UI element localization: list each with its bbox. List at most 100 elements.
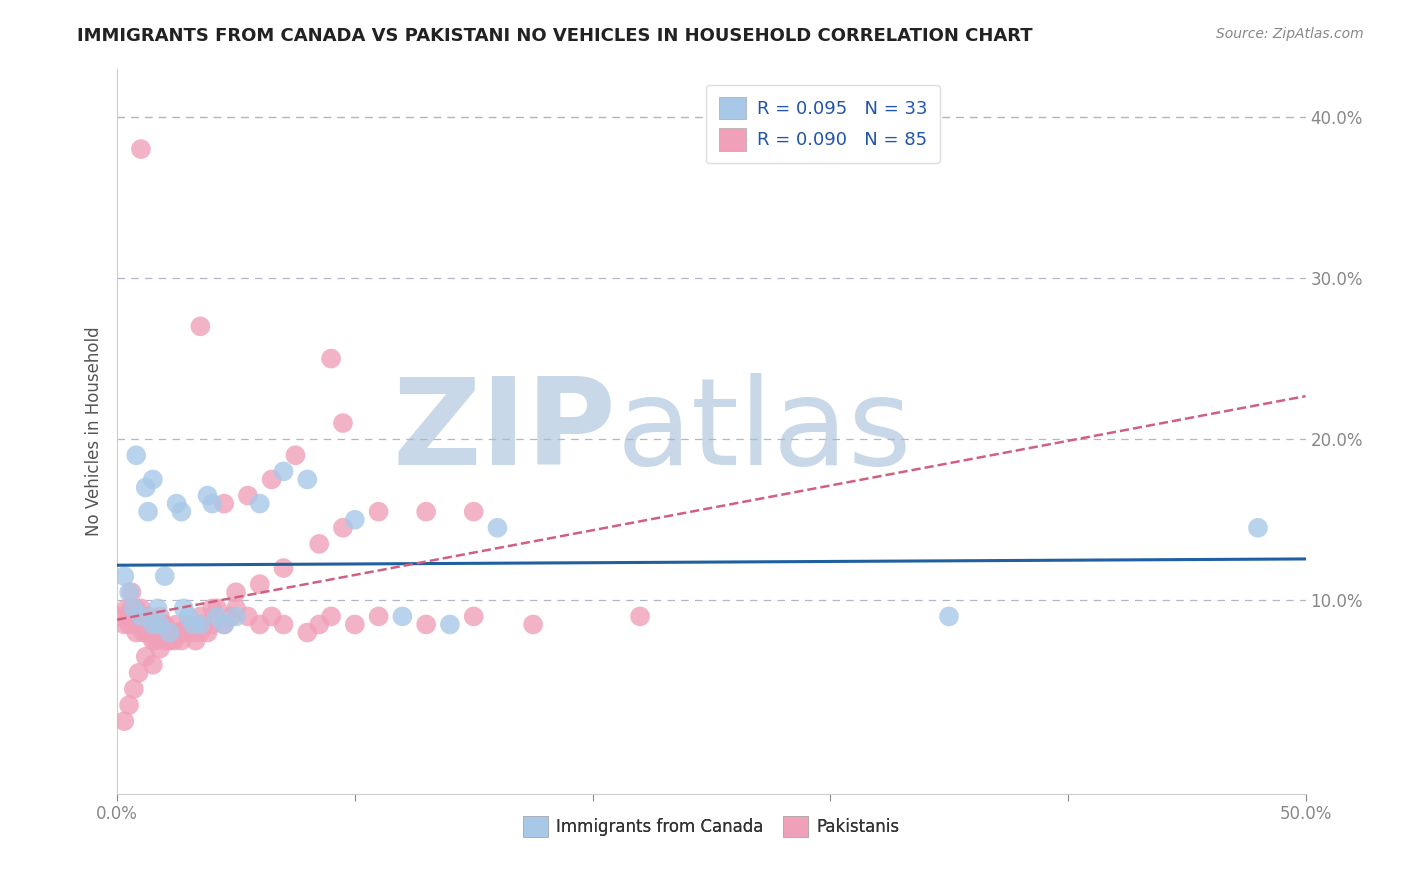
Point <box>166 617 188 632</box>
Point <box>120 601 142 615</box>
Point <box>212 617 235 632</box>
Point <box>236 489 259 503</box>
Point <box>190 617 212 632</box>
Point <box>415 505 437 519</box>
Point <box>129 609 152 624</box>
Point <box>190 319 212 334</box>
Point <box>120 585 142 599</box>
Point <box>167 625 190 640</box>
Point <box>112 714 135 728</box>
Point <box>135 649 157 664</box>
Point <box>225 601 247 615</box>
Point <box>159 633 181 648</box>
Point <box>142 472 165 486</box>
Point <box>160 625 183 640</box>
Point <box>128 665 150 680</box>
Point <box>415 617 437 632</box>
Point <box>463 505 485 519</box>
Point <box>111 609 134 624</box>
Point <box>332 416 354 430</box>
Point <box>225 585 247 599</box>
Point <box>184 633 207 648</box>
Point <box>132 609 155 624</box>
Point <box>236 609 259 624</box>
Point <box>284 448 307 462</box>
Point <box>522 617 544 632</box>
Point <box>249 497 271 511</box>
Point <box>170 633 193 648</box>
Point <box>260 472 283 486</box>
Point <box>273 464 295 478</box>
Point <box>128 609 150 624</box>
Point <box>153 633 176 648</box>
Y-axis label: No Vehicles in Household: No Vehicles in Household <box>86 326 103 536</box>
Point <box>191 617 214 632</box>
Point <box>486 521 509 535</box>
Point <box>212 617 235 632</box>
Point <box>159 625 181 640</box>
Point <box>319 609 342 624</box>
Point <box>153 617 176 632</box>
Point <box>343 617 366 632</box>
Point <box>367 609 389 624</box>
Point <box>297 472 319 486</box>
Point <box>136 609 159 624</box>
Point <box>201 497 224 511</box>
Point <box>166 625 188 640</box>
Point <box>115 601 138 615</box>
Text: IMMIGRANTS FROM CANADA VS PAKISTANI NO VEHICLES IN HOUSEHOLD CORRELATION CHART: IMMIGRANTS FROM CANADA VS PAKISTANI NO V… <box>77 27 1033 45</box>
Point <box>129 617 152 632</box>
Point <box>149 609 172 624</box>
Point <box>135 625 157 640</box>
Point <box>938 609 960 624</box>
Point <box>201 617 224 632</box>
Point <box>197 625 219 640</box>
Point <box>139 625 162 640</box>
Point <box>146 601 169 615</box>
Point <box>197 489 219 503</box>
Point <box>136 505 159 519</box>
Point <box>391 609 413 624</box>
Point <box>225 609 247 624</box>
Point <box>308 617 330 632</box>
Point <box>132 625 155 640</box>
Point <box>122 681 145 696</box>
Point <box>308 537 330 551</box>
Point <box>118 617 141 632</box>
Point <box>219 609 242 624</box>
Point <box>332 521 354 535</box>
Point <box>367 505 389 519</box>
Point <box>273 561 295 575</box>
Point <box>118 698 141 712</box>
Point <box>135 481 157 495</box>
Point <box>297 625 319 640</box>
Point <box>142 657 165 672</box>
Point <box>181 617 204 632</box>
Point <box>343 513 366 527</box>
Point <box>249 577 271 591</box>
Point <box>439 617 461 632</box>
Point <box>112 617 135 632</box>
Point <box>146 617 169 632</box>
Point <box>149 625 172 640</box>
Point <box>156 625 179 640</box>
Point <box>122 601 145 615</box>
Point <box>212 497 235 511</box>
Point <box>177 609 200 624</box>
Point <box>170 505 193 519</box>
Point <box>142 617 165 632</box>
Point <box>150 617 173 632</box>
Point <box>273 617 295 632</box>
Point <box>190 625 212 640</box>
Point <box>125 625 148 640</box>
Point <box>190 609 212 624</box>
Legend: Immigrants from Canada, Pakistanis: Immigrants from Canada, Pakistanis <box>516 810 907 843</box>
Point <box>136 617 159 632</box>
Point <box>166 497 188 511</box>
Point <box>628 609 651 624</box>
Point <box>319 351 342 366</box>
Point <box>118 609 141 624</box>
Text: atlas: atlas <box>616 373 912 490</box>
Point <box>142 633 165 648</box>
Point <box>260 609 283 624</box>
